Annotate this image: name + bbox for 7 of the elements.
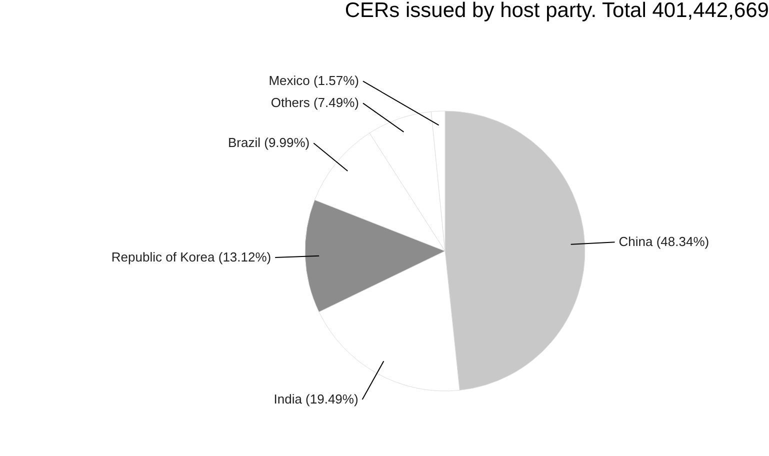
slice-label: Republic of Korea (13.12%) [111, 250, 272, 265]
chart-title: CERs issued by host party. Total 401,442,669 [344, 0, 769, 22]
slice-label: Mexico (1.57%) [268, 73, 359, 88]
slice-label: Brazil (9.99%) [228, 135, 310, 150]
slice-label: Others (7.49%) [270, 95, 359, 110]
slice-label: China (48.34%) [618, 234, 710, 250]
slice-label: India (19.49%) [274, 392, 358, 407]
